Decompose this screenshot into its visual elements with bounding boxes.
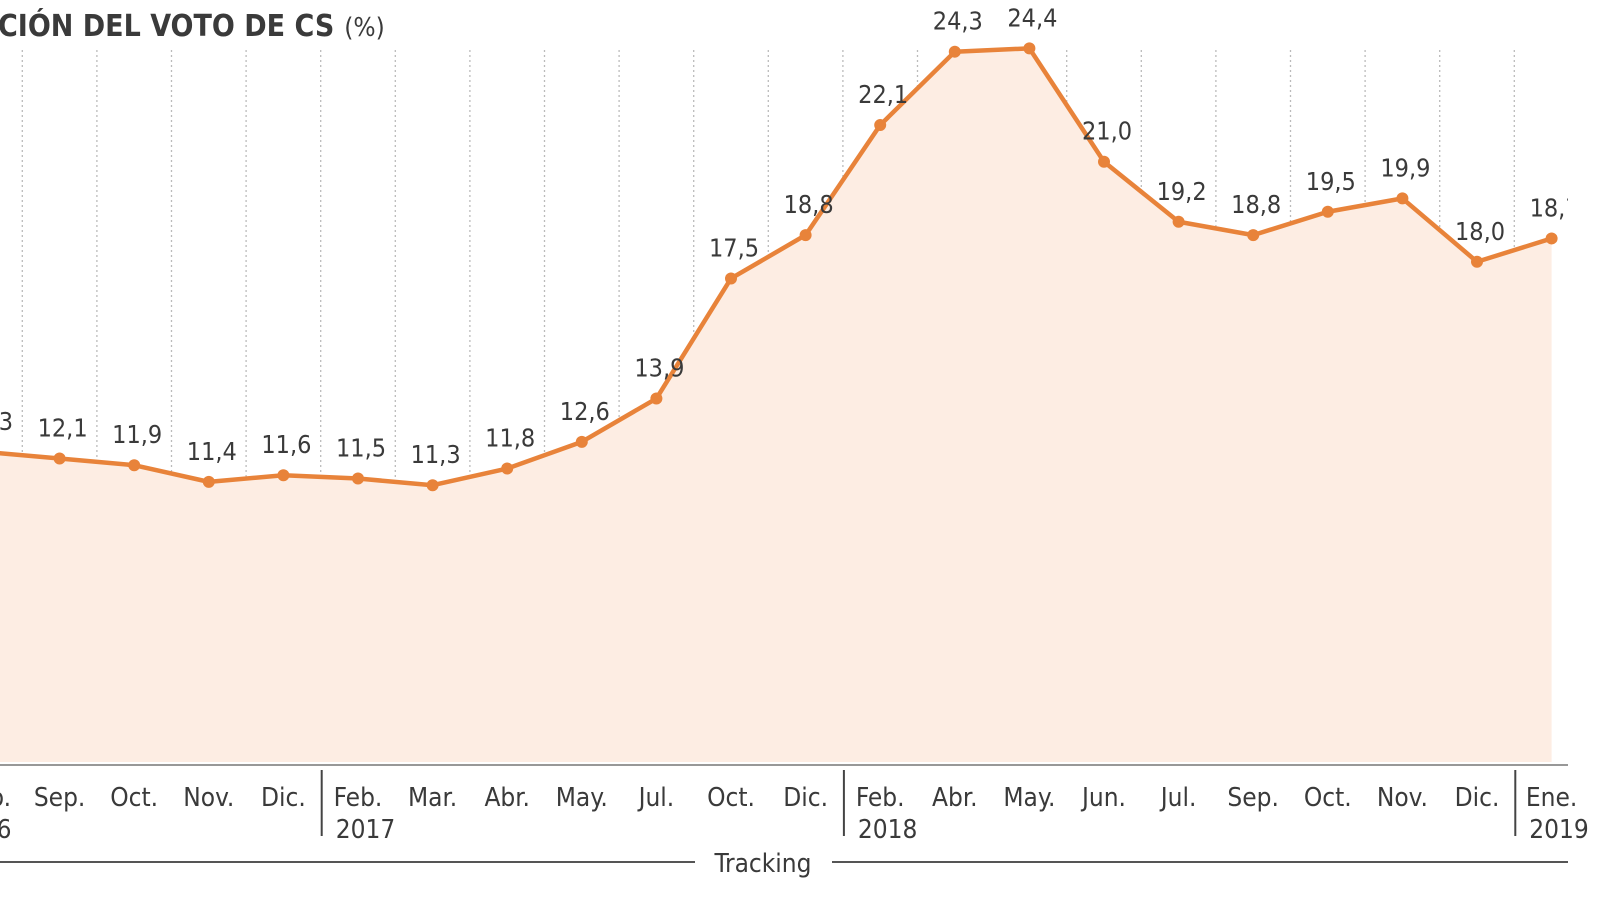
data-label: 11,6 <box>261 430 311 459</box>
plot: 12,3 12,1 11,9 11,4 11,6 11,5 11,3 11,8 12,6 13,9… <box>0 3 1580 762</box>
x-tick-label: Feb. <box>334 783 383 813</box>
x-tick-label: Abr. <box>484 783 530 813</box>
data-label: 19,9 <box>1380 153 1430 182</box>
x-tick-label: Sep. <box>1227 783 1279 813</box>
data-label: 18,0 <box>1455 217 1505 246</box>
x-tick-label: Jun. <box>1080 783 1126 813</box>
point <box>426 479 439 492</box>
point <box>948 45 961 58</box>
x-tick-label: Sep. <box>34 783 86 813</box>
year-label: 2017 <box>336 815 396 845</box>
data-label: 11,3 <box>411 440 461 469</box>
point <box>650 392 663 405</box>
x-tick-label: Dic. <box>783 783 828 813</box>
edge <box>1568 0 1600 899</box>
x-tick-label: Dic. <box>1455 783 1500 813</box>
unit-label: (%) <box>344 13 385 43</box>
year-label: 2018 <box>858 815 918 845</box>
data-label: 19,2 <box>1157 177 1207 206</box>
point <box>202 475 215 488</box>
year-label: 2016 <box>0 815 12 845</box>
footer-label: Tracking <box>714 849 812 879</box>
data-label: 12,3 <box>0 407 13 436</box>
x-tick-label: Abr. <box>932 783 978 813</box>
x-tick-label: Oct. <box>110 783 158 813</box>
data-label: 21,0 <box>1082 117 1132 146</box>
data-label: 13,9 <box>634 354 684 383</box>
x-tick-label: Oct. <box>707 783 755 813</box>
x-tick-label: Mar. <box>408 783 457 813</box>
point <box>1247 229 1260 242</box>
data-label: 24,4 <box>1007 3 1057 32</box>
x-tick-label: Nov. <box>1377 783 1428 813</box>
data-label: 11,5 <box>336 434 386 463</box>
x-tick-label: Ene. <box>1526 783 1577 813</box>
point <box>501 462 514 475</box>
year-label: 2019 <box>1529 815 1589 845</box>
point <box>1098 155 1110 168</box>
point <box>874 119 887 132</box>
point <box>725 272 737 285</box>
chart-title: CIÓN DEL VOTO DE CS <box>0 7 334 44</box>
data-label: 19,5 <box>1306 167 1356 196</box>
point <box>575 435 588 448</box>
point <box>1545 232 1558 245</box>
point <box>1396 192 1409 205</box>
data-label: 12,1 <box>38 414 88 443</box>
data-label: 11,4 <box>187 437 237 466</box>
point <box>1471 255 1483 268</box>
data-label: 12,6 <box>560 397 610 426</box>
point <box>128 459 141 472</box>
point <box>1172 215 1185 228</box>
point <box>1023 42 1036 55</box>
point <box>53 452 66 465</box>
x-tick-label: May. <box>1003 783 1055 813</box>
data-label: 18,8 <box>1231 190 1281 219</box>
point <box>277 469 290 482</box>
data-label: 11,9 <box>112 420 162 449</box>
x-tick-label: Ago. <box>0 783 11 813</box>
point <box>352 472 364 485</box>
area <box>0 48 1552 762</box>
x-tick-label: Feb. <box>856 783 905 813</box>
x-tick-label: Jul. <box>637 783 675 813</box>
point <box>799 229 812 242</box>
x-tick-label: Nov. <box>183 783 234 813</box>
x-tick-label: Oct. <box>1304 783 1352 813</box>
data-label: 17,5 <box>709 233 759 262</box>
x-tick-label: Jul. <box>1159 783 1197 813</box>
line <box>0 46 1553 488</box>
data-label: 22,1 <box>858 80 908 109</box>
x-tick-label: Dic. <box>261 783 306 813</box>
x-tick-label: May. <box>556 783 608 813</box>
data-label: 24,3 <box>933 7 983 36</box>
point <box>1321 205 1334 218</box>
data-label: 18,8 <box>784 190 834 219</box>
data-label: 11,8 <box>485 424 535 453</box>
